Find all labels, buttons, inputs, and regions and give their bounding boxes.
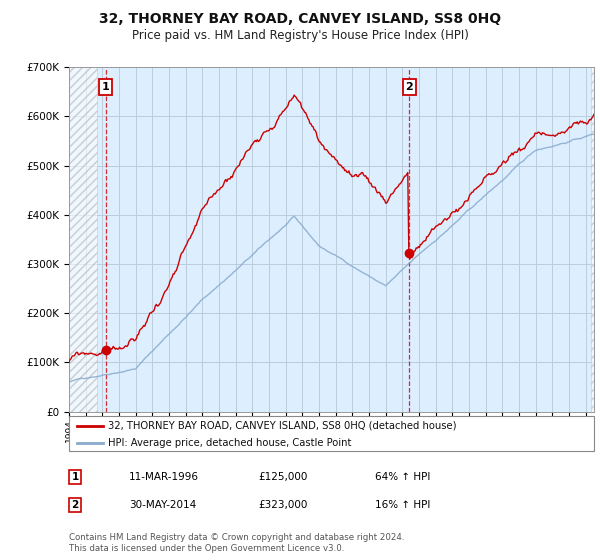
FancyBboxPatch shape <box>69 416 594 451</box>
Text: Price paid vs. HM Land Registry's House Price Index (HPI): Price paid vs. HM Land Registry's House … <box>131 29 469 42</box>
Text: 64% ↑ HPI: 64% ↑ HPI <box>375 472 430 482</box>
Bar <box>590 67 594 412</box>
Text: HPI: Average price, detached house, Castle Point: HPI: Average price, detached house, Cast… <box>109 438 352 448</box>
Bar <box>69 67 97 412</box>
Text: Contains HM Land Registry data © Crown copyright and database right 2024.
This d: Contains HM Land Registry data © Crown c… <box>69 533 404 553</box>
Text: 1: 1 <box>101 82 109 92</box>
Text: 11-MAR-1996: 11-MAR-1996 <box>129 472 199 482</box>
Text: 30-MAY-2014: 30-MAY-2014 <box>129 500 196 510</box>
Text: 16% ↑ HPI: 16% ↑ HPI <box>375 500 430 510</box>
Text: 32, THORNEY BAY ROAD, CANVEY ISLAND, SS8 0HQ: 32, THORNEY BAY ROAD, CANVEY ISLAND, SS8… <box>99 12 501 26</box>
Text: 2: 2 <box>405 82 413 92</box>
Text: 1: 1 <box>71 472 79 482</box>
Text: 32, THORNEY BAY ROAD, CANVEY ISLAND, SS8 0HQ (detached house): 32, THORNEY BAY ROAD, CANVEY ISLAND, SS8… <box>109 421 457 431</box>
Text: 2: 2 <box>71 500 79 510</box>
Text: £323,000: £323,000 <box>258 500 307 510</box>
Text: £125,000: £125,000 <box>258 472 307 482</box>
